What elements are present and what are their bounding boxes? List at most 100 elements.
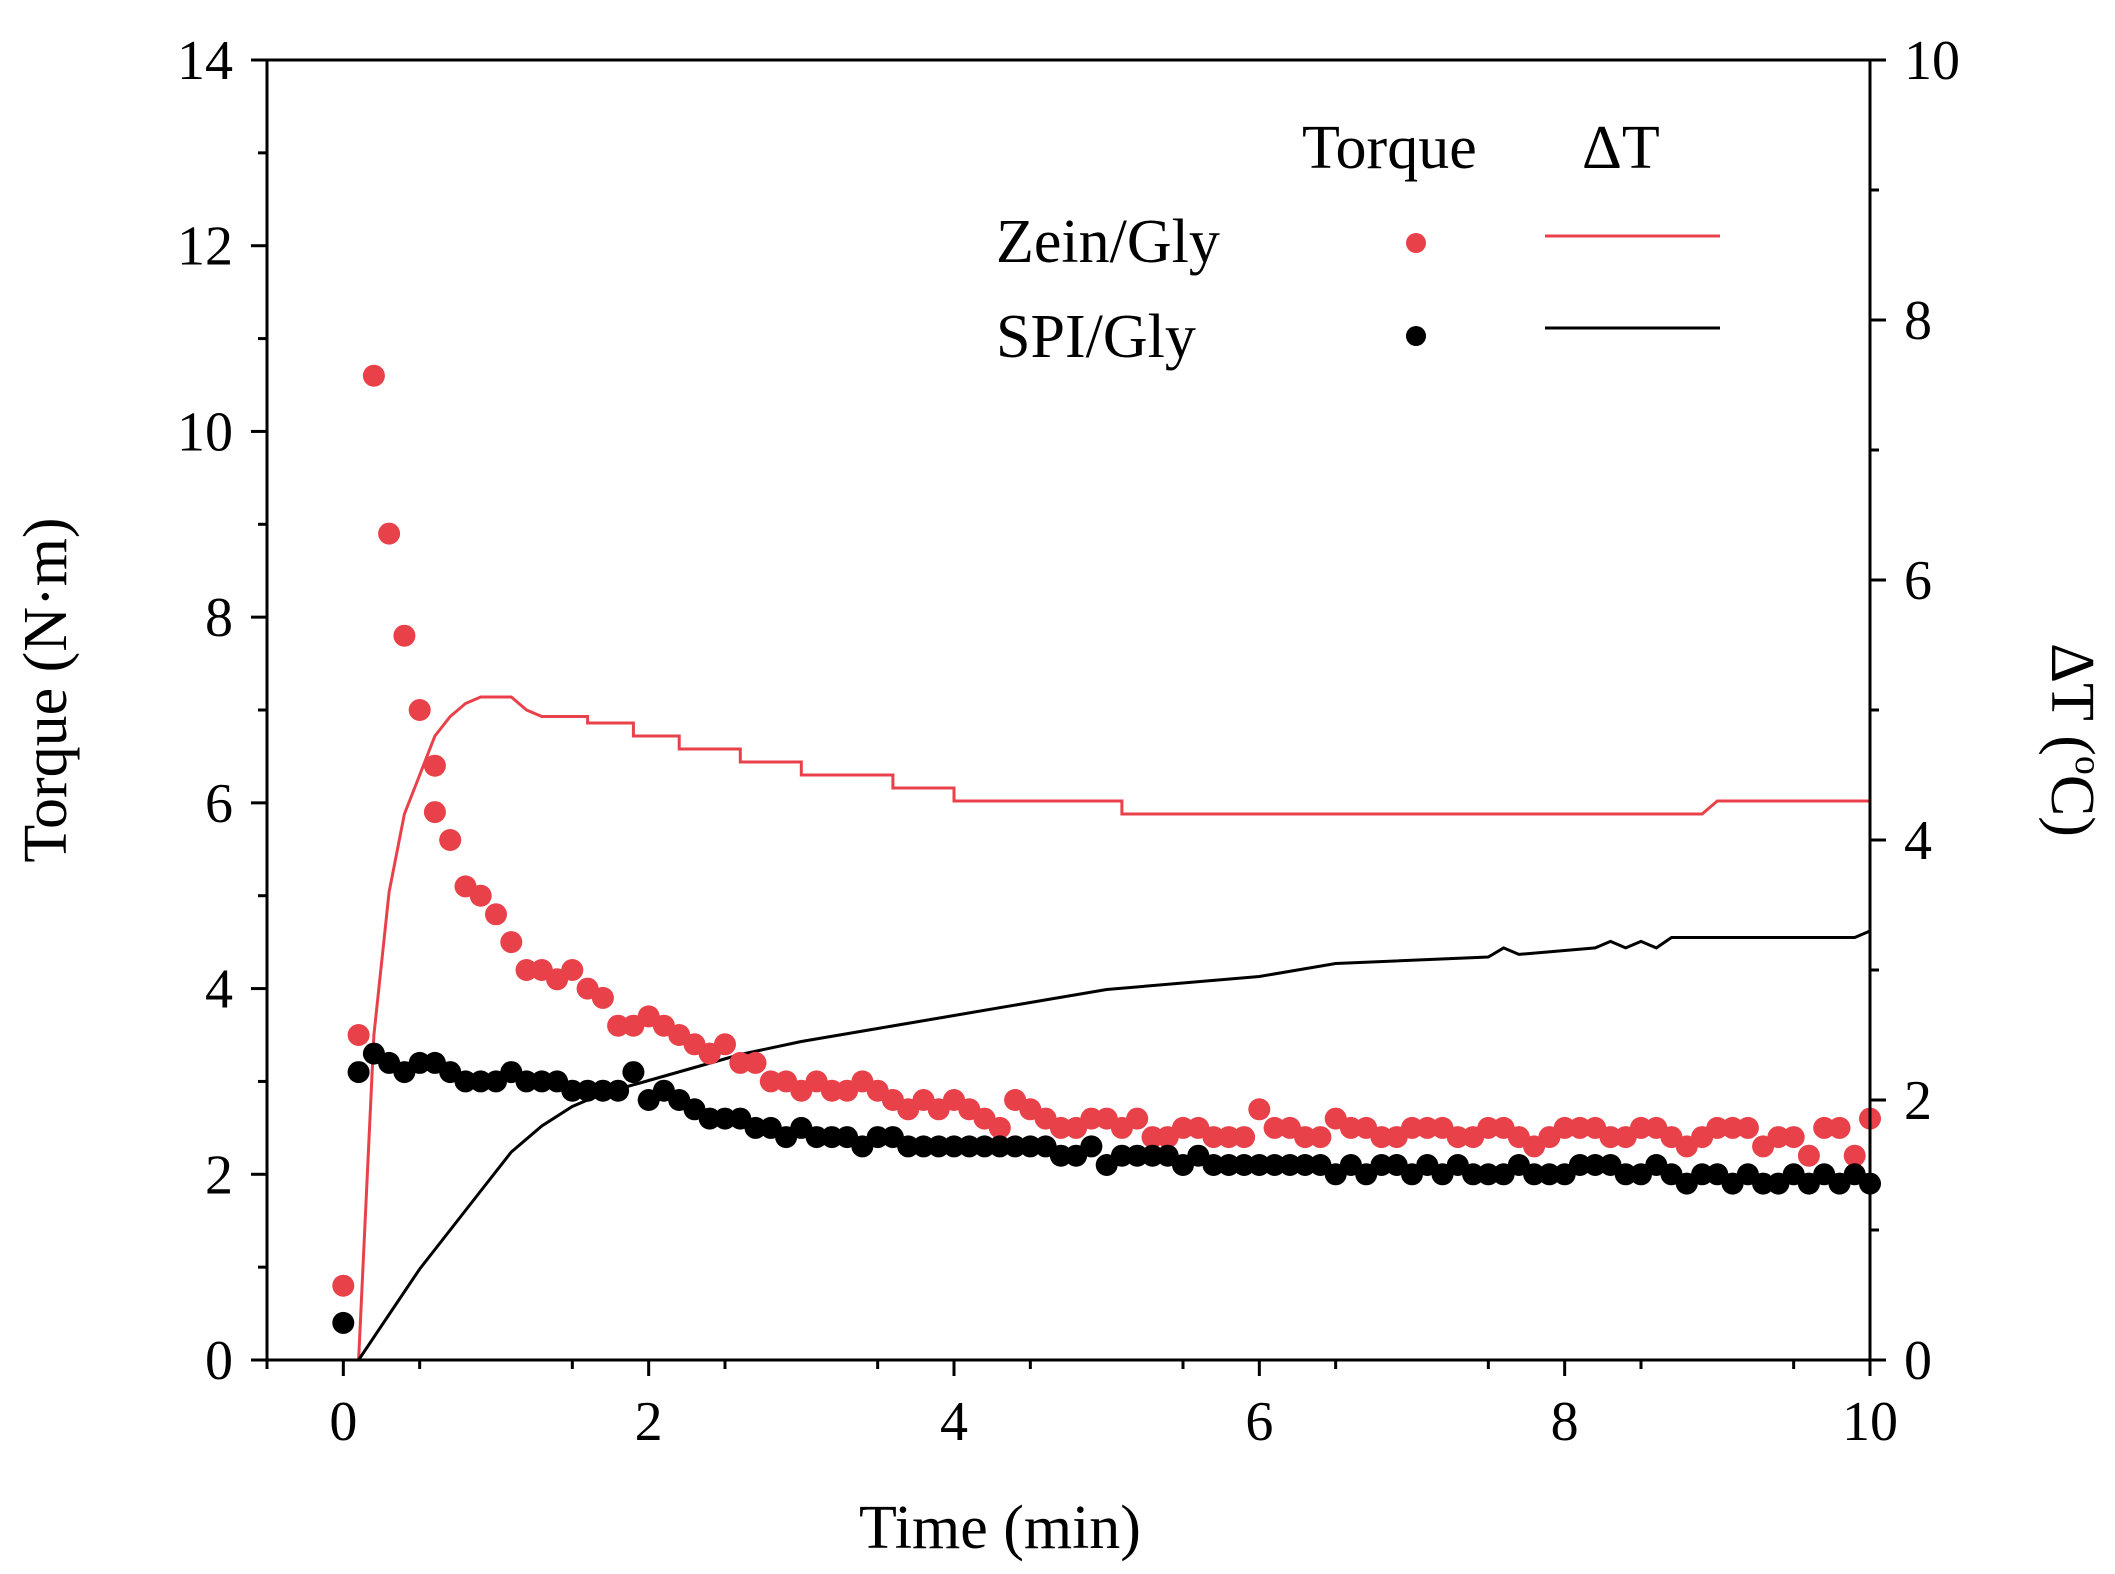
torque-point-zein-gly bbox=[1202, 1126, 1225, 1149]
y-left-axis-title: Torque (N·m) bbox=[12, 517, 80, 862]
torque-point-zein-gly bbox=[1080, 1107, 1103, 1130]
x-tick-label: 8 bbox=[1551, 1391, 1579, 1453]
torque-point-zein-gly bbox=[1401, 1116, 1423, 1139]
y-right-tick-label: 2 bbox=[1904, 1070, 1932, 1132]
torque-point-spi-gly bbox=[454, 1070, 477, 1093]
torque-point-zein-gly bbox=[1370, 1126, 1393, 1149]
torque-point-spi-gly bbox=[1278, 1154, 1301, 1176]
torque-point-spi-gly bbox=[622, 1061, 645, 1084]
torque-point-zein-gly bbox=[1416, 1116, 1439, 1139]
torque-point-zein-gly bbox=[1309, 1126, 1332, 1149]
y-right-axis-title: ΔT (oC) bbox=[2038, 643, 2109, 837]
torque-point-spi-gly bbox=[1019, 1135, 1042, 1158]
torque-point-spi-gly bbox=[561, 1079, 584, 1102]
y-right-tick-label: 0 bbox=[1904, 1330, 1932, 1392]
torque-point-zein-gly bbox=[607, 1014, 630, 1037]
torque-point-spi-gly bbox=[714, 1107, 736, 1130]
deltat-line-zein-gly bbox=[357, 695, 1870, 1361]
x-tick-label: 0 bbox=[329, 1391, 357, 1453]
torque-point-spi-gly bbox=[1248, 1154, 1271, 1176]
y-right-tick-label: 4 bbox=[1904, 810, 1932, 872]
x-tick-label: 6 bbox=[1245, 1391, 1273, 1453]
legend-label-zein: Zein/Gly bbox=[996, 208, 1220, 276]
torque-point-spi-gly bbox=[607, 1079, 630, 1102]
legend: Torque ΔT Zein/Gly SPI/Gly bbox=[996, 114, 1720, 371]
plot-marks bbox=[332, 364, 1881, 1361]
torque-point-spi-gly bbox=[1462, 1163, 1485, 1186]
torque-point-zein-gly bbox=[1813, 1116, 1836, 1139]
torque-point-spi-gly bbox=[1049, 1144, 1072, 1167]
x-tick-label: 2 bbox=[635, 1391, 663, 1453]
torque-point-spi-gly bbox=[897, 1135, 920, 1158]
torque-point-zein-gly bbox=[1767, 1126, 1790, 1149]
y-left-tick-label: 2 bbox=[205, 1144, 233, 1206]
legend-label-spi: SPI/Gly bbox=[996, 303, 1196, 371]
legend-marker-spi bbox=[1406, 326, 1426, 346]
torque-point-zein-gly bbox=[1446, 1126, 1469, 1149]
torque-point-zein-gly bbox=[1568, 1116, 1591, 1139]
torque-point-zein-gly bbox=[1233, 1126, 1256, 1149]
torque-point-zein-gly bbox=[1339, 1116, 1362, 1139]
torque-point-spi-gly bbox=[820, 1126, 843, 1149]
torque-point-spi-gly bbox=[576, 1079, 599, 1102]
torque-point-zein-gly bbox=[1630, 1116, 1652, 1139]
y-right-tick-label: 10 bbox=[1904, 30, 1960, 92]
x-tick-label: 4 bbox=[940, 1391, 968, 1453]
torque-point-spi-gly bbox=[943, 1135, 965, 1158]
torque-point-spi-gly bbox=[744, 1116, 767, 1139]
torque-point-spi-gly bbox=[988, 1135, 1011, 1158]
torque-point-spi-gly bbox=[698, 1107, 721, 1130]
torque-point-spi-gly bbox=[973, 1135, 996, 1158]
torque-point-spi-gly bbox=[1568, 1154, 1591, 1176]
torque-point-zein-gly bbox=[378, 522, 401, 545]
torque-point-spi-gly bbox=[1752, 1172, 1775, 1195]
torque-point-spi-gly bbox=[1477, 1163, 1500, 1186]
torque-point-spi-gly bbox=[1691, 1163, 1714, 1186]
torque-point-zein-gly bbox=[362, 364, 385, 387]
y-right-tick-label: 6 bbox=[1904, 550, 1932, 612]
torque-point-spi-gly bbox=[1294, 1154, 1317, 1176]
torque-point-zein-gly bbox=[1782, 1126, 1805, 1149]
torque-point-zein-gly bbox=[561, 959, 584, 981]
torque-point-spi-gly bbox=[1202, 1154, 1225, 1176]
torque-point-zein-gly bbox=[1049, 1116, 1072, 1139]
torque-point-zein-gly bbox=[408, 699, 431, 721]
torque-point-zein-gly bbox=[1706, 1116, 1729, 1139]
torque-point-zein-gly bbox=[591, 986, 614, 1009]
torque-point-zein-gly bbox=[1217, 1126, 1240, 1149]
y-left-tick-label: 4 bbox=[205, 959, 233, 1021]
legend-header-torque: Torque bbox=[1302, 114, 1477, 182]
torque-point-zein-gly bbox=[469, 884, 492, 907]
y-left-tick-label: 0 bbox=[205, 1330, 233, 1392]
torque-point-spi-gly bbox=[1233, 1154, 1256, 1176]
torque-point-spi-gly bbox=[1523, 1163, 1546, 1186]
torque-point-spi-gly bbox=[866, 1126, 889, 1149]
torque-point-zein-gly bbox=[1141, 1126, 1164, 1149]
torque-point-zein-gly bbox=[744, 1051, 767, 1074]
torque-point-spi-gly bbox=[530, 1070, 553, 1093]
torque-point-spi-gly bbox=[515, 1070, 538, 1093]
x-tick-label: 10 bbox=[1842, 1391, 1898, 1453]
legend-header-deltat: ΔT bbox=[1582, 114, 1660, 182]
x-axis-title: Time (min) bbox=[859, 1494, 1141, 1562]
torque-point-zein-gly bbox=[1172, 1116, 1194, 1139]
torque-point-zein-gly bbox=[423, 801, 446, 824]
torque-point-zein-gly bbox=[729, 1051, 752, 1074]
torque-point-zein-gly bbox=[1263, 1116, 1286, 1139]
torque-point-spi-gly bbox=[912, 1135, 935, 1158]
torque-point-spi-gly bbox=[1370, 1154, 1393, 1176]
torque-point-zein-gly bbox=[332, 1274, 355, 1297]
torque-point-spi-gly bbox=[1110, 1144, 1133, 1167]
deltat-line-spi-gly bbox=[357, 929, 1871, 1361]
y-right-title-unit: C) bbox=[2038, 775, 2106, 837]
torque-point-zein-gly bbox=[1553, 1116, 1576, 1139]
torque-point-spi-gly bbox=[1126, 1144, 1149, 1167]
torque-point-zein-gly bbox=[347, 1024, 370, 1046]
y-left-tick-label: 8 bbox=[205, 587, 233, 649]
torque-point-spi-gly bbox=[1141, 1144, 1164, 1167]
torque-point-spi-gly bbox=[347, 1061, 370, 1084]
torque-point-spi-gly bbox=[1614, 1163, 1637, 1186]
torque-point-spi-gly bbox=[1080, 1135, 1103, 1158]
torque-point-zein-gly bbox=[1721, 1116, 1744, 1139]
